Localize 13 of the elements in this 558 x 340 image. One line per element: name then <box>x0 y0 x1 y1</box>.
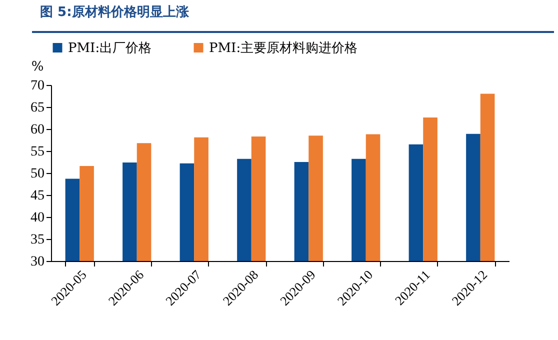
y-tick-label: 40 <box>30 210 44 226</box>
y-tick-label: 30 <box>30 254 44 270</box>
y-tick-label: 45 <box>30 188 44 204</box>
y-tick-label: 50 <box>30 166 44 182</box>
y-tick-label: 70 <box>30 78 44 94</box>
y-axis-title: % <box>31 60 44 74</box>
y-tick-label: 55 <box>30 144 44 160</box>
chart-title: 图 5:原材料价格明显上涨 <box>40 5 190 20</box>
y-tick-label: 65 <box>30 100 44 116</box>
y-tick-label: 60 <box>30 122 44 138</box>
y-tick-label: 35 <box>30 232 44 248</box>
legend-label: PMI:主要原材料购进价格 <box>209 40 358 56</box>
legend-label: PMI:出厂价格 <box>68 40 152 56</box>
